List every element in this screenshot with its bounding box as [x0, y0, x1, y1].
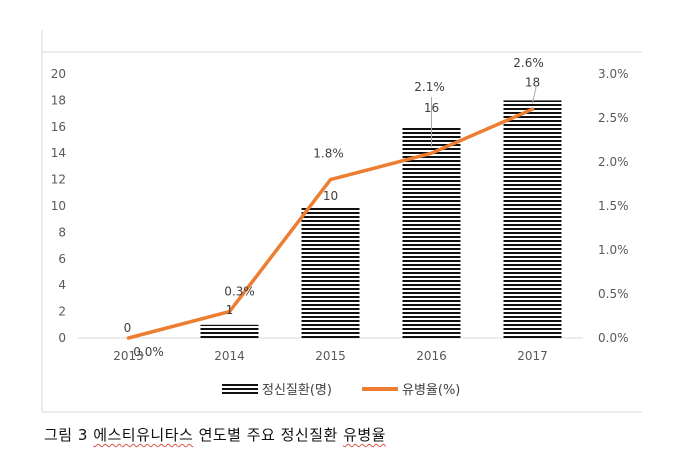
- figure-caption: 그림 3 에스티유니타스 연도별 주요 정신질환 유병율: [44, 424, 386, 445]
- caption-middle: 연도별 주요 정신질환: [193, 426, 344, 444]
- line-data-label: 1.8%: [313, 147, 344, 161]
- y-left-tick-label: 14: [51, 146, 66, 160]
- legend-bar-swatch: [222, 383, 258, 396]
- caption-company: 에스티유니타스: [93, 426, 194, 444]
- y-right-tick-label: 2.5%: [598, 111, 629, 125]
- x-tick-label: 2017: [517, 349, 548, 363]
- line-data-label: 2.1%: [414, 80, 445, 94]
- line-path: [126, 107, 535, 340]
- leader-line: [532, 85, 537, 104]
- y-left-tick-label: 2: [58, 305, 66, 319]
- caption-rate: 유병율: [343, 426, 386, 444]
- x-tick-label: 2016: [416, 349, 447, 363]
- caption-prefix: 그림 3: [44, 426, 94, 444]
- x-tick-label: 2015: [315, 349, 346, 363]
- bar: [503, 100, 562, 339]
- y-right-tick-label: 0.5%: [598, 287, 629, 301]
- y-left-tick-label: 0: [58, 331, 66, 345]
- y-right-tick-label: 2.0%: [598, 155, 629, 169]
- y-right-tick-label: 1.0%: [598, 243, 629, 257]
- line-data-label: 0.0%: [133, 345, 164, 359]
- y-left-tick-label: 16: [51, 120, 66, 134]
- legend-bar-label: 정신질환(명): [262, 383, 332, 398]
- line-data-label: 2.6%: [513, 56, 544, 70]
- y-right-tick-label: 0.0%: [598, 331, 629, 345]
- y-left-tick-label: 12: [51, 173, 66, 187]
- x-ticks: 2013 2014 2015 2016 2017: [113, 349, 548, 363]
- line-series: [126, 107, 535, 340]
- y-left-tick-label: 8: [58, 225, 66, 239]
- y-left-tick-label: 6: [58, 252, 66, 266]
- legend: 정신질환(명) 유병율(%): [222, 383, 460, 398]
- bar: [402, 126, 461, 338]
- bar-data-label: 1: [226, 303, 234, 317]
- bar: [200, 324, 259, 338]
- x-tick-label: 2013: [113, 349, 144, 363]
- bar-series: [200, 100, 562, 339]
- y-right-tick-label: 1.5%: [598, 199, 629, 213]
- y-right-ticks: 0.0% 0.5% 1.0% 1.5% 2.0% 2.5% 3.0%: [598, 67, 629, 345]
- y-left-tick-label: 20: [51, 67, 66, 81]
- y-left-ticks: 0 2 4 6 8 10 12 14 16 18 20: [51, 67, 66, 345]
- line-data-labels: 0.0% 0.3% 1.8% 2.1% 2.6%: [133, 56, 544, 359]
- legend-line-label: 유병율(%): [402, 383, 460, 398]
- bar: [301, 206, 360, 338]
- y-left-tick-label: 18: [51, 93, 66, 107]
- y-right-tick-label: 3.0%: [598, 67, 629, 81]
- bar-data-label: 0: [124, 321, 132, 335]
- line-data-label: 0.3%: [224, 285, 255, 299]
- y-left-tick-label: 4: [58, 278, 66, 292]
- bar-data-label: 18: [525, 75, 540, 89]
- x-tick-label: 2014: [214, 349, 245, 363]
- bar-data-label: 10: [323, 189, 338, 203]
- y-left-tick-label: 10: [51, 199, 66, 213]
